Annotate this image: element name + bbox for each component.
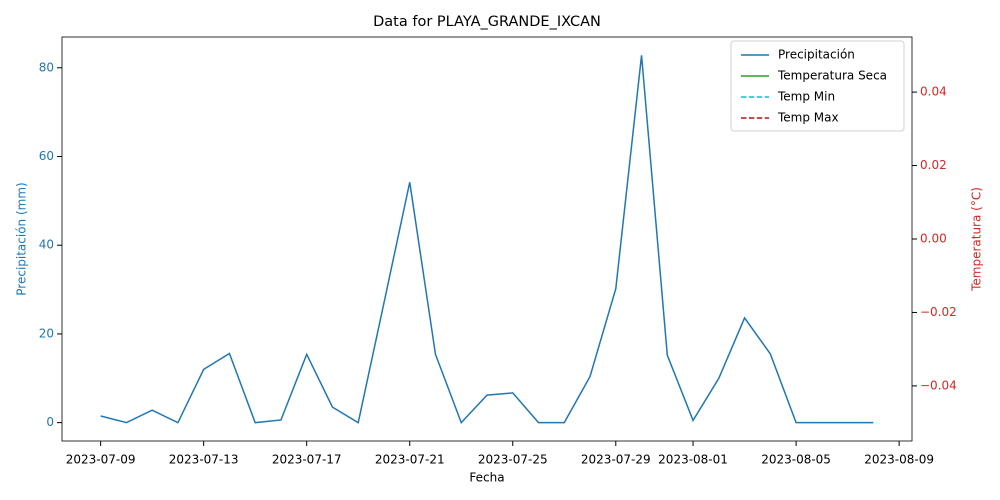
series-line <box>100 55 874 425</box>
y2-tick-label: 0.04 <box>920 85 947 99</box>
x-tick-label: 2023-08-09 <box>864 453 934 467</box>
y-axis-label: Precipitación (mm) <box>15 182 29 295</box>
x-axis-label: Fecha <box>469 471 504 485</box>
y2-tick-label: 0.02 <box>920 158 947 172</box>
legend-box <box>730 40 905 132</box>
x-tick-label: 2023-07-29 <box>581 453 651 467</box>
x-tick-label: 2023-08-01 <box>658 453 728 467</box>
legend-label: Temp Min <box>777 90 835 104</box>
x-tick-label: 2023-07-13 <box>169 453 239 467</box>
y-tick-label: 80 <box>39 60 54 74</box>
y-tick-label: 20 <box>39 326 54 340</box>
x-tick-label: 2023-07-21 <box>375 453 445 467</box>
chart-title: Data for PLAYA_GRANDE_IXCAN <box>373 14 601 30</box>
x-tick-label: 2023-08-05 <box>761 453 831 467</box>
y-tick-label: 0 <box>46 415 54 429</box>
y2-tick-label: 0.00 <box>920 232 947 246</box>
legend-label: Temperatura Seca <box>777 69 887 83</box>
y2-axis-label: Temperatura (°C) <box>970 187 984 292</box>
plot-frame <box>61 36 913 442</box>
y2-tick-label: −0.02 <box>920 305 957 319</box>
y-tick-label: 60 <box>39 149 54 163</box>
x-tick-label: 2023-07-09 <box>66 453 136 467</box>
y-tick-label: 40 <box>39 238 54 252</box>
x-tick-label: 2023-07-17 <box>272 453 342 467</box>
legend-label: Precipitación <box>778 48 855 62</box>
x-tick-label: 2023-07-25 <box>478 453 548 467</box>
y2-tick-label: −0.04 <box>920 378 957 392</box>
legend-label: Temp Max <box>777 111 839 125</box>
